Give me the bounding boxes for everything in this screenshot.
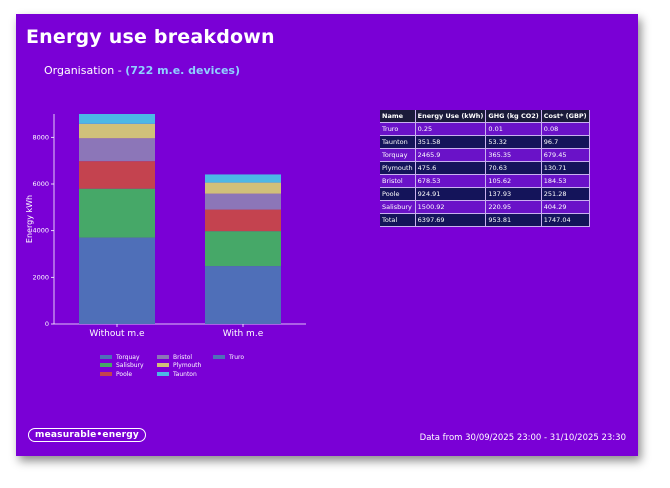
- table-cell: 475.6: [415, 161, 487, 175]
- table-cell: 105.62: [485, 174, 542, 188]
- table-header: Name: [380, 110, 416, 123]
- legend-swatch: [100, 363, 112, 367]
- table-cell: 1747.04: [541, 213, 590, 227]
- legend-swatch: [100, 355, 112, 359]
- bar-segment: [205, 174, 281, 183]
- bar-segment: [79, 161, 155, 189]
- table-cell: 0.01: [485, 122, 542, 136]
- table-cell: 0.25: [415, 122, 487, 136]
- table-cell: Taunton: [380, 135, 416, 149]
- table-row: Bristol 678.53 105.62 184.53: [380, 174, 590, 188]
- y-tick-label: 2000: [32, 273, 49, 281]
- table-cell: 70.63: [485, 161, 542, 175]
- table-row: Poole 924.91 137.93 251.28: [380, 187, 590, 201]
- table-cell: 53.32: [485, 135, 542, 149]
- table-cell: 220.95: [485, 200, 542, 214]
- table-cell: Torquay: [380, 148, 416, 162]
- bar-segment: [79, 188, 155, 238]
- x-tick-label: With m.e: [223, 329, 264, 339]
- legend-swatch: [100, 372, 112, 376]
- table-row: Plymouth 475.6 70.63 130.71: [380, 161, 590, 175]
- table-cell: Total: [380, 213, 416, 227]
- table-cell: 1500.92: [415, 200, 487, 214]
- measurable-energy-logo: measurable•energy: [28, 428, 146, 442]
- table-cell: Plymouth: [380, 161, 416, 175]
- energy-table: Name Energy Use (kWh) GHG (kg CO2) Cost*…: [380, 110, 590, 227]
- table-cell: 6397.69: [415, 213, 487, 227]
- bar-segment: [205, 266, 281, 324]
- table-cell: 679.45: [541, 148, 590, 162]
- bar-segment: [205, 182, 281, 194]
- table-row: Torquay 2465.9 365.35 679.45: [380, 148, 590, 162]
- y-axis-label: Energy kWh: [25, 195, 34, 243]
- table-row: Truro 0.25 0.01 0.08: [380, 122, 590, 136]
- table-cell: Poole: [380, 187, 416, 201]
- bar-segment: [205, 231, 281, 267]
- legend-label: Plymouth: [173, 362, 202, 369]
- bar-segment: [79, 237, 155, 324]
- legend-label: Bristol: [173, 354, 192, 361]
- legend-swatch: [213, 355, 225, 359]
- legend-label: Torquay: [115, 354, 140, 361]
- y-tick-label: 6000: [32, 180, 49, 188]
- y-tick-label: 4000: [32, 227, 49, 235]
- legend-swatch: [157, 372, 169, 376]
- legend-swatch: [157, 355, 169, 359]
- report-slide: Energy use breakdown Organisation - (722…: [16, 14, 638, 456]
- table-cell: Truro: [380, 122, 416, 136]
- bar-segment: [205, 209, 281, 232]
- bar-segment: [79, 114, 155, 124]
- table-cell: 351.58: [415, 135, 487, 149]
- table-cell: 137.93: [485, 187, 542, 201]
- bar-segment: [79, 123, 155, 139]
- table-cell: 365.35: [485, 148, 542, 162]
- table-cell: 404.29: [541, 200, 590, 214]
- table-cell: 184.53: [541, 174, 590, 188]
- table-cell: 953.81: [485, 213, 542, 227]
- legend-label: Truro: [228, 354, 244, 361]
- table-cell: 0.08: [541, 122, 590, 136]
- data-range-footer: Data from 30/09/2025 23:00 - 31/10/2025 …: [419, 433, 626, 443]
- legend-label: Salisbury: [116, 362, 144, 369]
- y-tick-label: 0: [45, 320, 49, 328]
- legend-swatch: [157, 363, 169, 367]
- table-cell: 130.71: [541, 161, 590, 175]
- bar-segment: [205, 193, 281, 210]
- table-row: Taunton 351.58 53.32 96.7: [380, 135, 590, 149]
- bar-segment: [79, 138, 155, 162]
- organisation-label: Organisation: [44, 64, 115, 77]
- table-header: Energy Use (kWh): [415, 110, 487, 123]
- subtitle: Organisation - (722 m.e. devices): [44, 64, 240, 77]
- table-header: Cost* (GBP): [541, 110, 590, 123]
- table-header: GHG (kg CO2): [485, 110, 542, 123]
- legend-label: Poole: [116, 371, 132, 378]
- table-cell: Salisbury: [380, 200, 416, 214]
- table-cell: 2465.9: [415, 148, 487, 162]
- table-total-row: Total 6397.69 953.81 1747.04: [380, 213, 590, 227]
- table-cell: 678.53: [415, 174, 487, 188]
- table-row: Salisbury 1500.92 220.95 404.29: [380, 200, 590, 214]
- table-cell: 96.7: [541, 135, 590, 149]
- subtitle-separator: -: [114, 64, 126, 77]
- table-cell: Bristol: [380, 174, 416, 188]
- table-cell: 924.91: [415, 187, 487, 201]
- page-title: Energy use breakdown: [26, 26, 275, 48]
- table-cell: 251.28: [541, 187, 590, 201]
- x-tick-label: Without m.e: [89, 329, 145, 339]
- y-tick-label: 8000: [32, 133, 49, 141]
- device-count: (722 m.e. devices): [125, 64, 241, 77]
- legend-label: Taunton: [172, 371, 197, 378]
- energy-stacked-bar-chart: 0 2000 4000 6000 8000 Energy kWh Without m.e Wi…: [25, 114, 306, 378]
